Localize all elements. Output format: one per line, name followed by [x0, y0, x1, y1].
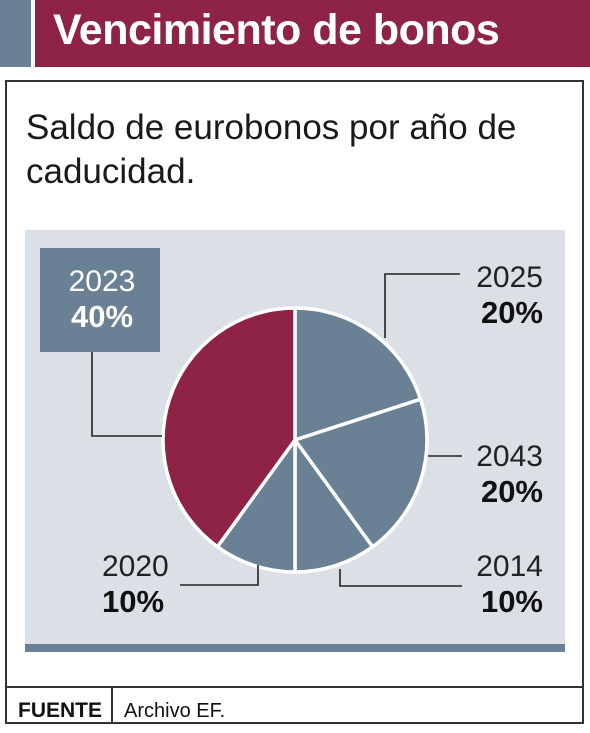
slice-value-2014: 10% [481, 584, 543, 619]
chart-base-bar [25, 644, 565, 652]
slice-label-2025: 2025 [476, 261, 543, 294]
pie-slice-2023 [161, 306, 297, 549]
slice-value-2023: 40% [71, 299, 133, 334]
source-label: FUENTE [18, 699, 102, 722]
slice-value-2025: 20% [481, 295, 543, 330]
leader-line-2014 [339, 569, 462, 587]
slice-value-2043: 20% [481, 474, 543, 509]
leader-line-2025 [384, 273, 460, 338]
footer-rule [5, 686, 584, 688]
slice-label-2014: 2014 [476, 550, 543, 583]
leader-line-2023 [91, 352, 162, 437]
title-accent-block [0, 0, 31, 67]
footer-divider [111, 688, 113, 724]
source-value: Archivo EF. [124, 700, 226, 722]
chart-title: Vencimiento de bonos [53, 6, 500, 54]
chart-subtitle: Saldo de eurobonos por año de caducidad. [26, 108, 517, 191]
highlight-label-box [40, 248, 160, 352]
pie-slice-2043 [293, 397, 429, 549]
slice-label-2020: 2020 [102, 550, 169, 583]
slice-label-2043: 2043 [476, 440, 543, 473]
slice-label-2023: 2023 [69, 265, 136, 298]
slice-value-2020: 10% [102, 584, 164, 619]
chart-frame [5, 80, 584, 724]
leader-line-2020 [180, 565, 259, 586]
pie-slice-2025 [293, 306, 423, 442]
title-bar: Vencimiento de bonos [35, 0, 590, 67]
